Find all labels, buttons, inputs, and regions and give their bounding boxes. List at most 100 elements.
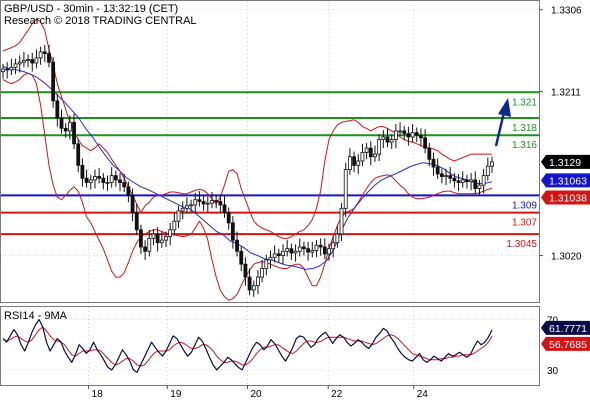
candle-body bbox=[490, 161, 494, 167]
candle-body bbox=[393, 130, 398, 140]
candlestick-series bbox=[1, 44, 494, 297]
candle-body bbox=[368, 147, 373, 158]
candle-body bbox=[477, 184, 482, 189]
price-panel-frame bbox=[0, 0, 540, 303]
candle-body bbox=[143, 246, 148, 252]
candle-body bbox=[180, 207, 185, 212]
x-tick-label: 20 bbox=[251, 389, 263, 400]
rsi-value-badge-text: 61.7771 bbox=[549, 323, 587, 335]
moving-average-badge bbox=[541, 173, 590, 188]
forecast-arrow-icon bbox=[494, 98, 511, 147]
candle-body bbox=[327, 248, 331, 255]
y-tick-label: 1.3211 bbox=[551, 87, 581, 98]
moving-average-line bbox=[2, 66, 493, 270]
candle-body bbox=[444, 175, 448, 178]
candle-body bbox=[456, 180, 461, 183]
candle-body bbox=[126, 186, 131, 196]
candle-body bbox=[414, 132, 419, 136]
candle-body bbox=[201, 201, 206, 205]
resistance-level-label: 1.321 bbox=[512, 97, 537, 108]
candle-body bbox=[5, 68, 10, 71]
candle-body bbox=[67, 121, 72, 132]
candle-body bbox=[402, 130, 407, 134]
candle-body bbox=[130, 195, 135, 214]
candle-body bbox=[168, 229, 173, 238]
rsi-panel bbox=[2, 319, 493, 373]
candle-body bbox=[439, 173, 444, 177]
candle-body bbox=[331, 242, 336, 250]
candle-body bbox=[139, 229, 143, 248]
candle-body bbox=[205, 202, 210, 205]
candle-body bbox=[410, 132, 415, 138]
candle-body bbox=[256, 276, 260, 287]
candle-body bbox=[155, 233, 160, 244]
candle-body bbox=[452, 177, 457, 182]
candle-body bbox=[322, 246, 327, 255]
candle-body bbox=[251, 285, 256, 291]
candle-body bbox=[448, 175, 453, 179]
candle-body bbox=[176, 210, 181, 222]
candle-body bbox=[352, 156, 356, 166]
candle-body bbox=[193, 199, 198, 206]
candle-body bbox=[147, 237, 152, 252]
candle-body bbox=[122, 182, 127, 188]
candle-body bbox=[419, 134, 423, 139]
candle-body bbox=[318, 244, 323, 248]
candle-body bbox=[302, 246, 306, 250]
y-tick-label: 1.3020 bbox=[551, 252, 582, 263]
candle-body bbox=[151, 233, 156, 239]
candle-body bbox=[172, 220, 177, 231]
candle-body bbox=[381, 136, 386, 140]
candle-body bbox=[184, 205, 189, 209]
candle-body bbox=[285, 248, 290, 252]
candle-body bbox=[239, 250, 244, 265]
last-price-badge-text: 1.3129 bbox=[549, 157, 581, 169]
rsi-value-badge bbox=[541, 320, 590, 335]
candle-body bbox=[88, 179, 93, 183]
candle-body bbox=[373, 153, 377, 158]
candle-body bbox=[398, 130, 402, 133]
x-tick-label: 24 bbox=[417, 389, 429, 400]
candle-body bbox=[218, 201, 223, 206]
candle-body bbox=[364, 147, 369, 153]
candle-body bbox=[423, 137, 428, 149]
pivot-level-label: 1.309 bbox=[512, 200, 537, 211]
candle-body bbox=[76, 143, 81, 166]
candle-body bbox=[105, 182, 110, 184]
candle-body bbox=[30, 59, 35, 64]
candle-body bbox=[134, 212, 139, 231]
candle-body bbox=[93, 176, 97, 181]
moving-average-badge-text: 1.31063 bbox=[549, 175, 587, 187]
candle-body bbox=[38, 51, 43, 59]
candle-body bbox=[360, 152, 365, 162]
candle-body bbox=[389, 139, 394, 143]
rsi-signal-badge bbox=[541, 336, 590, 351]
candle-body bbox=[260, 268, 265, 278]
support-level-label: 1.307 bbox=[512, 218, 537, 229]
candle-body bbox=[51, 61, 56, 102]
x-tick-label: 22 bbox=[331, 389, 343, 400]
candle-body bbox=[276, 253, 281, 256]
rsi-signal-badge-text: 56.7685 bbox=[549, 339, 587, 351]
candle-body bbox=[189, 204, 193, 207]
rsi-signal-line bbox=[2, 326, 493, 367]
candle-body bbox=[465, 179, 469, 183]
candle-body bbox=[21, 60, 26, 63]
candle-body bbox=[226, 212, 231, 224]
candle-body bbox=[159, 239, 164, 244]
candle-body bbox=[272, 253, 277, 258]
candle-body bbox=[481, 175, 486, 186]
support-level-label: 1.3045 bbox=[506, 239, 537, 250]
candle-body bbox=[243, 263, 248, 278]
candle-body bbox=[356, 160, 361, 166]
candle-body bbox=[26, 59, 30, 61]
resistance-level-label: 1.318 bbox=[512, 123, 537, 134]
candle-body bbox=[289, 248, 294, 254]
candle-body bbox=[247, 276, 252, 291]
candle-body bbox=[297, 246, 302, 252]
candle-body bbox=[109, 175, 114, 183]
candle-body bbox=[406, 133, 411, 138]
candle-body bbox=[427, 147, 432, 160]
